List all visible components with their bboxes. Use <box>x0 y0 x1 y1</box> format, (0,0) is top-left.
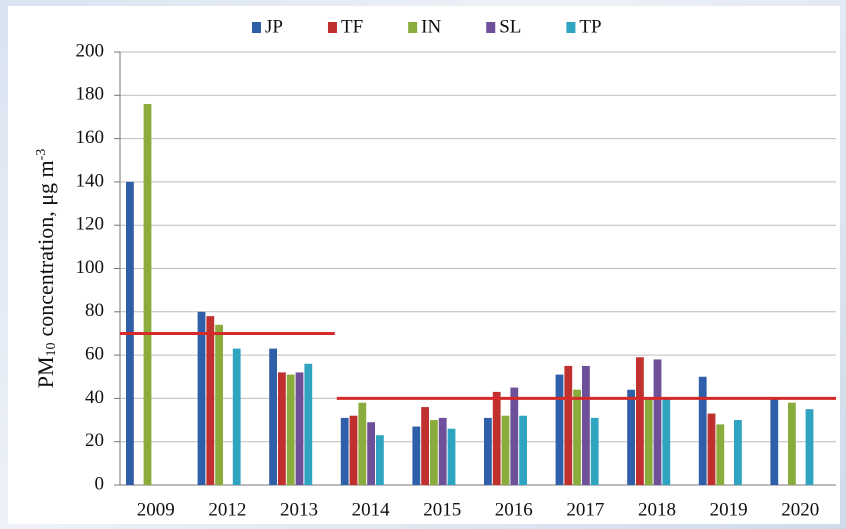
legend-label: JP <box>265 16 283 37</box>
bar <box>770 398 779 485</box>
legend-swatch <box>252 22 261 33</box>
bar <box>197 311 206 485</box>
legend-swatch <box>566 22 576 33</box>
bar <box>573 389 581 485</box>
y-tick-label: 80 <box>85 300 104 321</box>
x-tick-label: 2018 <box>638 499 676 520</box>
y-tick-label: 0 <box>95 473 105 494</box>
bar <box>788 402 796 485</box>
y-tick-label: 180 <box>76 84 105 105</box>
bar <box>438 417 447 485</box>
bar <box>510 387 519 485</box>
x-tick-label: 2020 <box>781 499 819 520</box>
legend-swatch <box>486 22 496 33</box>
y-tick-label: 40 <box>85 387 104 408</box>
x-tick-label: 2016 <box>495 499 533 520</box>
bar <box>484 417 492 485</box>
x-tick-label: 2017 <box>566 499 604 520</box>
bar <box>627 389 635 485</box>
bar <box>590 417 599 485</box>
y-tick-label: 160 <box>76 127 105 148</box>
bar <box>430 420 438 485</box>
bar <box>206 316 215 485</box>
legend-label: TF <box>341 16 363 37</box>
y-tick-label: 20 <box>85 430 104 451</box>
y-tick-label: 60 <box>85 343 104 364</box>
bar <box>269 348 277 485</box>
legend-swatch <box>327 22 337 33</box>
bar <box>340 417 349 485</box>
bar <box>376 435 384 485</box>
x-tick-label: 2009 <box>137 499 175 520</box>
bar <box>295 372 304 485</box>
y-axis-label-part: PM <box>33 357 58 389</box>
bar <box>734 420 742 485</box>
bar <box>412 426 421 485</box>
bar <box>636 357 644 485</box>
legend-label: SL <box>499 16 521 37</box>
bar <box>582 365 590 485</box>
y-tick-label: 120 <box>76 214 105 235</box>
bar <box>304 363 313 485</box>
y-axis-label: PM10 concentration, μg m-3 <box>33 149 59 389</box>
legend-label: TP <box>579 16 601 37</box>
y-tick-label: 200 <box>76 40 105 61</box>
bar <box>564 365 573 485</box>
x-tick-label: 2013 <box>280 499 318 520</box>
bar <box>421 407 429 485</box>
legend-label: IN <box>421 16 441 37</box>
bar <box>707 413 716 485</box>
bar <box>501 415 510 485</box>
x-tick-label: 2012 <box>208 499 246 520</box>
y-axis-label-part: 10 <box>44 343 59 357</box>
bar <box>662 398 671 485</box>
bar <box>653 359 662 485</box>
bar <box>716 424 725 485</box>
bar <box>143 103 152 486</box>
x-tick-label: 2015 <box>423 499 461 520</box>
y-axis-label-part: concentration, μg m <box>33 160 58 336</box>
bar <box>358 402 367 485</box>
x-tick-label: 2014 <box>352 499 391 520</box>
bar <box>805 409 814 485</box>
y-tick-label: 100 <box>76 257 105 278</box>
bar <box>215 324 223 485</box>
bar <box>698 376 707 485</box>
bar <box>519 415 527 485</box>
bar <box>492 391 501 485</box>
bar <box>286 374 295 485</box>
y-axis-label-part: -3 <box>34 149 49 161</box>
bar <box>278 372 286 485</box>
bar <box>447 428 456 485</box>
bar <box>644 398 653 485</box>
y-tick-label: 140 <box>76 170 105 191</box>
x-tick-label: 2019 <box>710 499 748 520</box>
bar <box>232 348 241 485</box>
bar <box>349 415 358 485</box>
bar <box>367 422 375 485</box>
bar <box>555 374 564 485</box>
legend-swatch <box>408 22 418 33</box>
